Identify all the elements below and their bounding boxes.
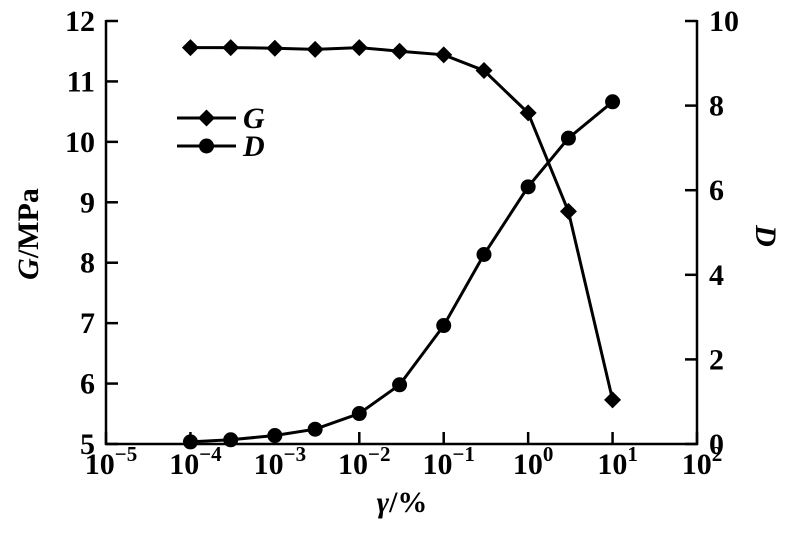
legend-label: D	[242, 130, 265, 163]
circle-marker	[520, 179, 536, 195]
plot-frame	[104, 20, 699, 446]
legend: GD	[177, 102, 265, 163]
y-right-tick-label: 8	[709, 90, 724, 123]
x-axis-ticks: 10−5 10−4 10−3 10−2 10−1 100 101 102	[85, 432, 722, 481]
y-left-tick-label: 6	[80, 368, 95, 401]
circle-marker	[307, 421, 323, 437]
diamond-marker	[604, 391, 622, 409]
circle-marker	[351, 406, 367, 422]
x-tick-label: 102	[682, 442, 723, 481]
y-axis-label-right: D	[749, 224, 782, 247]
circle-marker	[560, 130, 576, 146]
diamond-marker	[198, 109, 215, 127]
circle-marker	[182, 434, 198, 450]
y-left-tick-label: 9	[80, 186, 95, 219]
y-right-tick-label: 4	[709, 259, 724, 292]
diamond-marker	[519, 104, 537, 122]
x-tick-label: 100	[513, 442, 554, 481]
diamond-marker	[435, 46, 453, 64]
diamond-marker	[350, 39, 368, 57]
y-right-tick-label: 2	[709, 343, 724, 376]
circle-marker	[392, 377, 408, 393]
y-left-tick-label: 10	[65, 126, 95, 159]
y-left-tick-label: 7	[80, 307, 95, 340]
circle-marker	[223, 432, 239, 448]
y-axis-left-ticks: 5 6 7 8 9 10 11 12	[65, 5, 118, 461]
legend-label: G	[243, 102, 265, 135]
y-left-tick-label: 12	[65, 5, 95, 38]
y-right-tick-label: 10	[709, 5, 739, 38]
x-tick-label: 101	[597, 442, 638, 481]
y-left-tick-label: 5	[80, 428, 95, 461]
legend-entry-G: G	[177, 102, 265, 135]
y-left-tick-label: 8	[80, 247, 95, 280]
diamond-marker	[391, 42, 409, 60]
x-tick-label: 10−3	[254, 442, 306, 481]
circle-marker	[476, 246, 492, 262]
axis-spines	[104, 20, 699, 446]
y-right-tick-label: 0	[709, 428, 724, 461]
diamond-marker	[266, 39, 284, 57]
circle-marker	[436, 318, 452, 334]
diamond-marker	[559, 202, 577, 220]
circle-marker	[267, 428, 283, 444]
series-D	[182, 94, 621, 450]
series-line-G	[190, 46, 615, 401]
x-tick-label: 10−1	[422, 442, 474, 481]
diamond-marker	[475, 62, 493, 80]
y-axis-right-ticks: 0 2 4 6 8 10	[685, 5, 739, 461]
y-left-tick-label: 11	[67, 65, 95, 98]
circle-marker	[605, 94, 621, 110]
x-tick-label: 10−2	[338, 442, 390, 481]
circle-marker	[199, 138, 214, 154]
diamond-marker	[306, 40, 324, 58]
data-series	[181, 39, 622, 450]
axis-labels: γ/% G/MPa D	[12, 188, 782, 519]
y-right-tick-label: 6	[709, 174, 724, 207]
x-axis-label: γ/%	[377, 486, 428, 519]
y-axis-label-left: G/MPa	[12, 188, 45, 280]
diamond-marker	[181, 39, 199, 57]
x-tick-label: 10−5	[85, 442, 137, 481]
diamond-marker	[222, 39, 240, 57]
legend-entry-D: D	[177, 130, 265, 163]
series-G	[181, 39, 622, 409]
x-tick-label: 10−4	[169, 442, 222, 481]
